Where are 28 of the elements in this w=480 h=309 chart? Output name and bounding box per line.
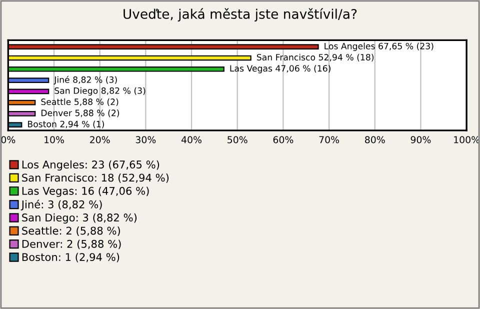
legend-label: San Diego: 3 (8,82 %) [22, 213, 137, 224]
x-tick-label: 50% [228, 136, 248, 144]
data-label: San Francisco 52,94 % (18) [256, 54, 374, 62]
x-tick-label: 90% [410, 136, 431, 144]
x-tick-label: 0% [1, 136, 16, 144]
legend-label: Denver: 2 (5,88 %) [22, 240, 121, 250]
legend-label: Boston: 1 (2,94 %) [22, 252, 120, 262]
x-tick-label: 100% [454, 136, 480, 144]
data-label: Denver 5,88 % (2) [42, 110, 120, 118]
legend-label: Los Angeles: 23 (67,65 %) [22, 160, 160, 171]
data-label: Las Vegas 47,06 % (16) [230, 64, 330, 74]
x-tick-label: 70% [319, 136, 340, 144]
legend-label: Jiné: 3 (8,82 %) [20, 200, 102, 210]
x-tick-label: 20% [90, 136, 110, 144]
legend-label: Seattle: 2 (5,88 %) [22, 226, 120, 236]
data-label: Los Angeles 67,65 % (23) [324, 42, 434, 52]
data-label: Seattle 5,88 % (2) [41, 98, 118, 106]
x-tick-label: 40% [181, 136, 202, 144]
data-label: Boston 2,94 % (1) [28, 120, 104, 128]
data-label: Jiné 8,82 % (3) [54, 76, 117, 85]
chart-title: Uveďte, jaká města jste navštívil/a? [124, 8, 357, 22]
legend-label: San Francisco: 18 (52,94 %) [22, 174, 169, 183]
legend-label: Las Vegas: 16 (47,06 %) [22, 186, 149, 197]
x-tick-label: 30% [136, 136, 156, 144]
x-tick-label: 10% [44, 136, 64, 144]
x-tick-label: 80% [365, 136, 385, 144]
data-label: San Diego 8,82 % (3) [54, 87, 146, 96]
x-tick-label: 60% [273, 136, 294, 144]
